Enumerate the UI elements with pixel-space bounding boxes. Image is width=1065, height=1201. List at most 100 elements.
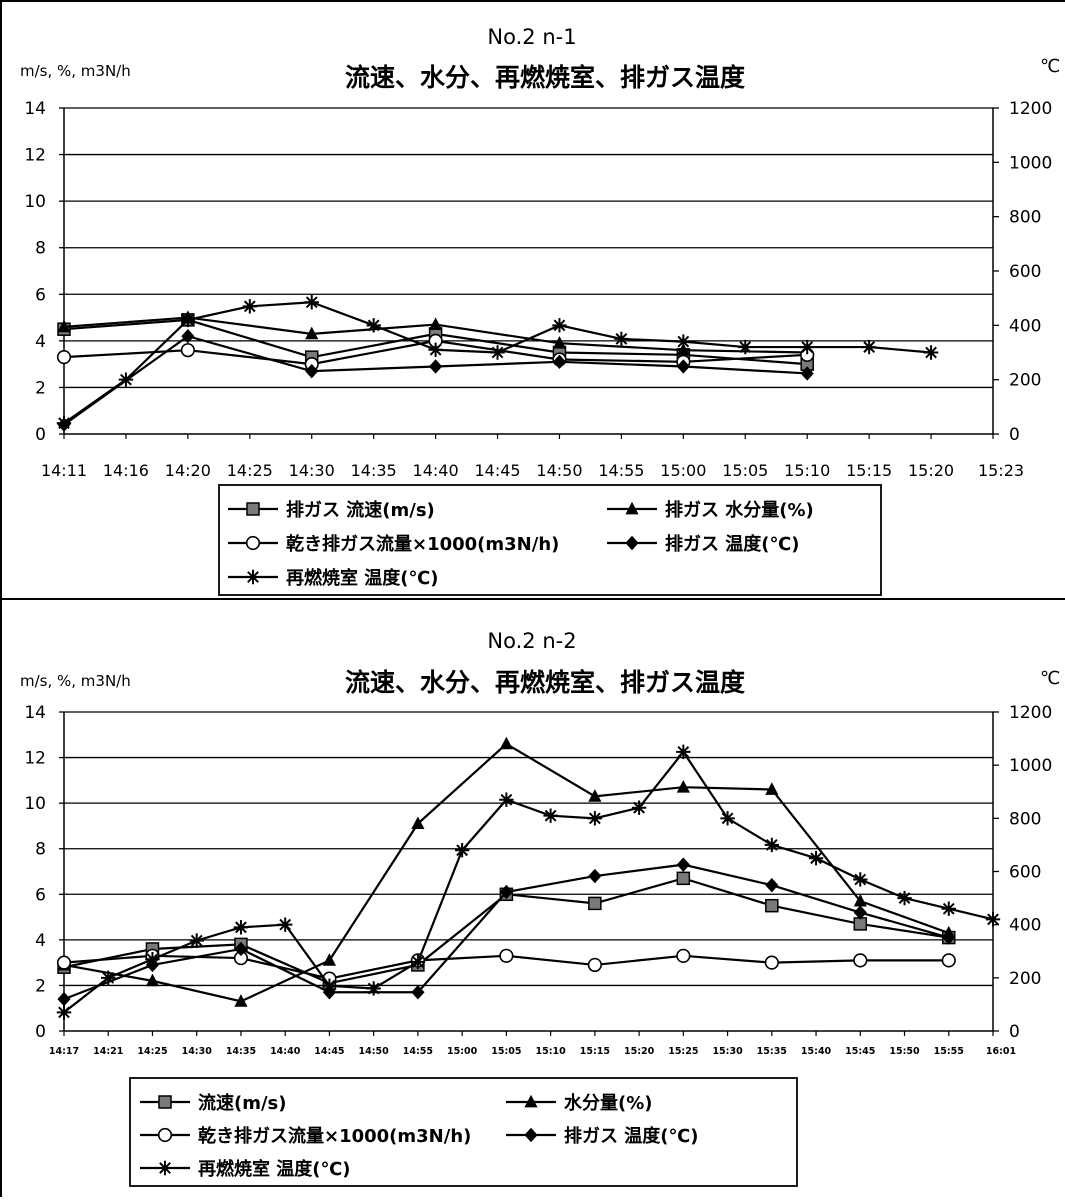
data-point xyxy=(587,811,603,826)
y-tick-left-label: 12 xyxy=(24,749,46,769)
legend-marker xyxy=(246,502,260,516)
data-point xyxy=(499,948,514,963)
data-point xyxy=(499,736,513,750)
data-point xyxy=(800,366,814,381)
y-tick-left-label: 14 xyxy=(24,99,46,119)
series-triangle xyxy=(57,736,956,1007)
y-tick-left-label: 10 xyxy=(24,794,46,814)
chart-2: No.2 n-2 流速、水分、再燃焼室、排ガス温度 m/s, %, m3N/h ℃ 0 2… xyxy=(0,600,1060,1197)
chart-subtitle: 流速、水分、再燃焼室、排ガス温度 xyxy=(345,63,745,92)
x-tick-label: 15:10 xyxy=(535,1046,566,1057)
x-tick-label: 15:30 xyxy=(712,1046,743,1057)
y-tick-left-label: 6 xyxy=(35,885,46,905)
y-tick-left-label: 4 xyxy=(35,931,46,951)
data-point xyxy=(410,954,426,970)
x-tick-label: 15:00 xyxy=(660,461,706,480)
chart-1: No.2 n-1 流速、水分、再燃焼室、排ガス温度 m/s, %, m3N/h ℃ 0 2… xyxy=(0,0,1065,600)
x-tick-label: 15:15 xyxy=(580,1046,610,1057)
legend-marker xyxy=(625,501,639,515)
data-point xyxy=(101,970,116,986)
data-point xyxy=(941,953,956,968)
y-tick-left-label: 10 xyxy=(24,192,46,212)
data-point xyxy=(897,890,912,906)
x-tick-label: 14:16 xyxy=(103,461,149,480)
x-tick-label: 15:23 xyxy=(978,461,1024,480)
x-tick-label: 15:00 xyxy=(447,1046,478,1057)
data-point xyxy=(676,359,690,374)
y-tick-right-label: 200 xyxy=(1009,969,1041,989)
data-point xyxy=(808,851,824,866)
x-tick-label: 14:25 xyxy=(227,461,273,480)
data-point xyxy=(765,782,779,795)
data-point xyxy=(676,744,691,760)
y-tick-right-label: 0 xyxy=(1009,1022,1020,1042)
data-point xyxy=(57,319,71,333)
y-tick-right-label: 1000 xyxy=(1009,153,1052,173)
data-point xyxy=(552,335,567,349)
data-point xyxy=(233,920,249,935)
y-tick-left-label: 6 xyxy=(35,285,46,305)
data-point xyxy=(676,948,691,963)
data-point xyxy=(305,363,319,379)
data-point xyxy=(588,789,602,802)
legend xyxy=(218,484,882,596)
data-point xyxy=(411,816,425,830)
x-tick-label: 16:01 xyxy=(986,1046,1016,1057)
data-point xyxy=(676,871,691,886)
data-point xyxy=(180,312,196,328)
data-point xyxy=(277,917,293,932)
y-axis-right-label: ℃ xyxy=(1040,56,1060,77)
x-tick-label: 14:35 xyxy=(351,461,397,480)
legend-marker xyxy=(625,535,639,551)
data-point xyxy=(853,893,867,907)
y-tick-left-label: 8 xyxy=(35,239,46,259)
y-tick-right-label: 0 xyxy=(1009,425,1020,445)
chart-title: No.2 n-2 xyxy=(487,629,576,653)
data-point xyxy=(429,317,443,330)
data-point xyxy=(587,957,602,973)
data-point xyxy=(57,991,71,1007)
y-tick-right-label: 800 xyxy=(1009,208,1041,228)
x-tick-label: 14:40 xyxy=(413,461,459,480)
data-point xyxy=(56,1005,72,1020)
y-tick-right-label: 400 xyxy=(1009,316,1041,336)
series-asterisk xyxy=(56,295,939,431)
data-point xyxy=(985,912,1001,927)
chart-panel-1: No.2 n-1 流速、水分、再燃焼室、排ガス温度 m/s, %, m3N/h ℃ 0 2… xyxy=(0,0,1065,600)
data-point xyxy=(764,837,780,853)
y-tick-left-label: 0 xyxy=(35,1022,46,1042)
data-point xyxy=(853,872,868,887)
data-point xyxy=(429,359,443,374)
data-point xyxy=(181,329,195,344)
legend-label: 排ガス 水分量(%) xyxy=(665,499,814,521)
data-point xyxy=(631,800,647,815)
x-tick-label: 15:20 xyxy=(624,1046,655,1057)
y-axis-left-label: m/s, %, m3N/h xyxy=(20,62,131,80)
y-tick-left-label: 2 xyxy=(35,378,46,398)
y-tick-right-label: 1200 xyxy=(1009,703,1052,723)
legend xyxy=(129,1077,798,1187)
x-tick-label: 15:40 xyxy=(801,1046,832,1057)
data-point xyxy=(800,339,815,355)
series-asterisk xyxy=(56,744,1001,1020)
data-point xyxy=(941,901,956,916)
x-tick-label: 14:50 xyxy=(536,461,582,480)
data-point xyxy=(411,985,425,1000)
y-tick-right-label: 1000 xyxy=(1009,756,1052,776)
data-point xyxy=(189,933,204,948)
y-tick-right-label: 600 xyxy=(1009,262,1041,282)
x-tick-label: 14:35 xyxy=(226,1046,256,1057)
y-tick-right-label: 600 xyxy=(1009,863,1041,883)
x-tick-label: 14:30 xyxy=(289,461,335,480)
x-tick-label: 14:21 xyxy=(93,1046,123,1057)
x-tick-label: 15:25 xyxy=(668,1046,698,1057)
y-tick-right-label: 200 xyxy=(1009,371,1041,391)
data-point xyxy=(145,973,160,987)
legend-label: 排ガス 温度(℃) xyxy=(564,1125,699,1147)
legend-marker xyxy=(158,1095,172,1109)
x-tick-label: 14:17 xyxy=(49,1046,79,1057)
x-tick-label: 14:55 xyxy=(403,1046,433,1057)
x-tick-label: 14:45 xyxy=(314,1046,344,1057)
x-tick-label: 14:40 xyxy=(270,1046,301,1057)
chart-title: No.2 n-1 xyxy=(487,25,576,49)
